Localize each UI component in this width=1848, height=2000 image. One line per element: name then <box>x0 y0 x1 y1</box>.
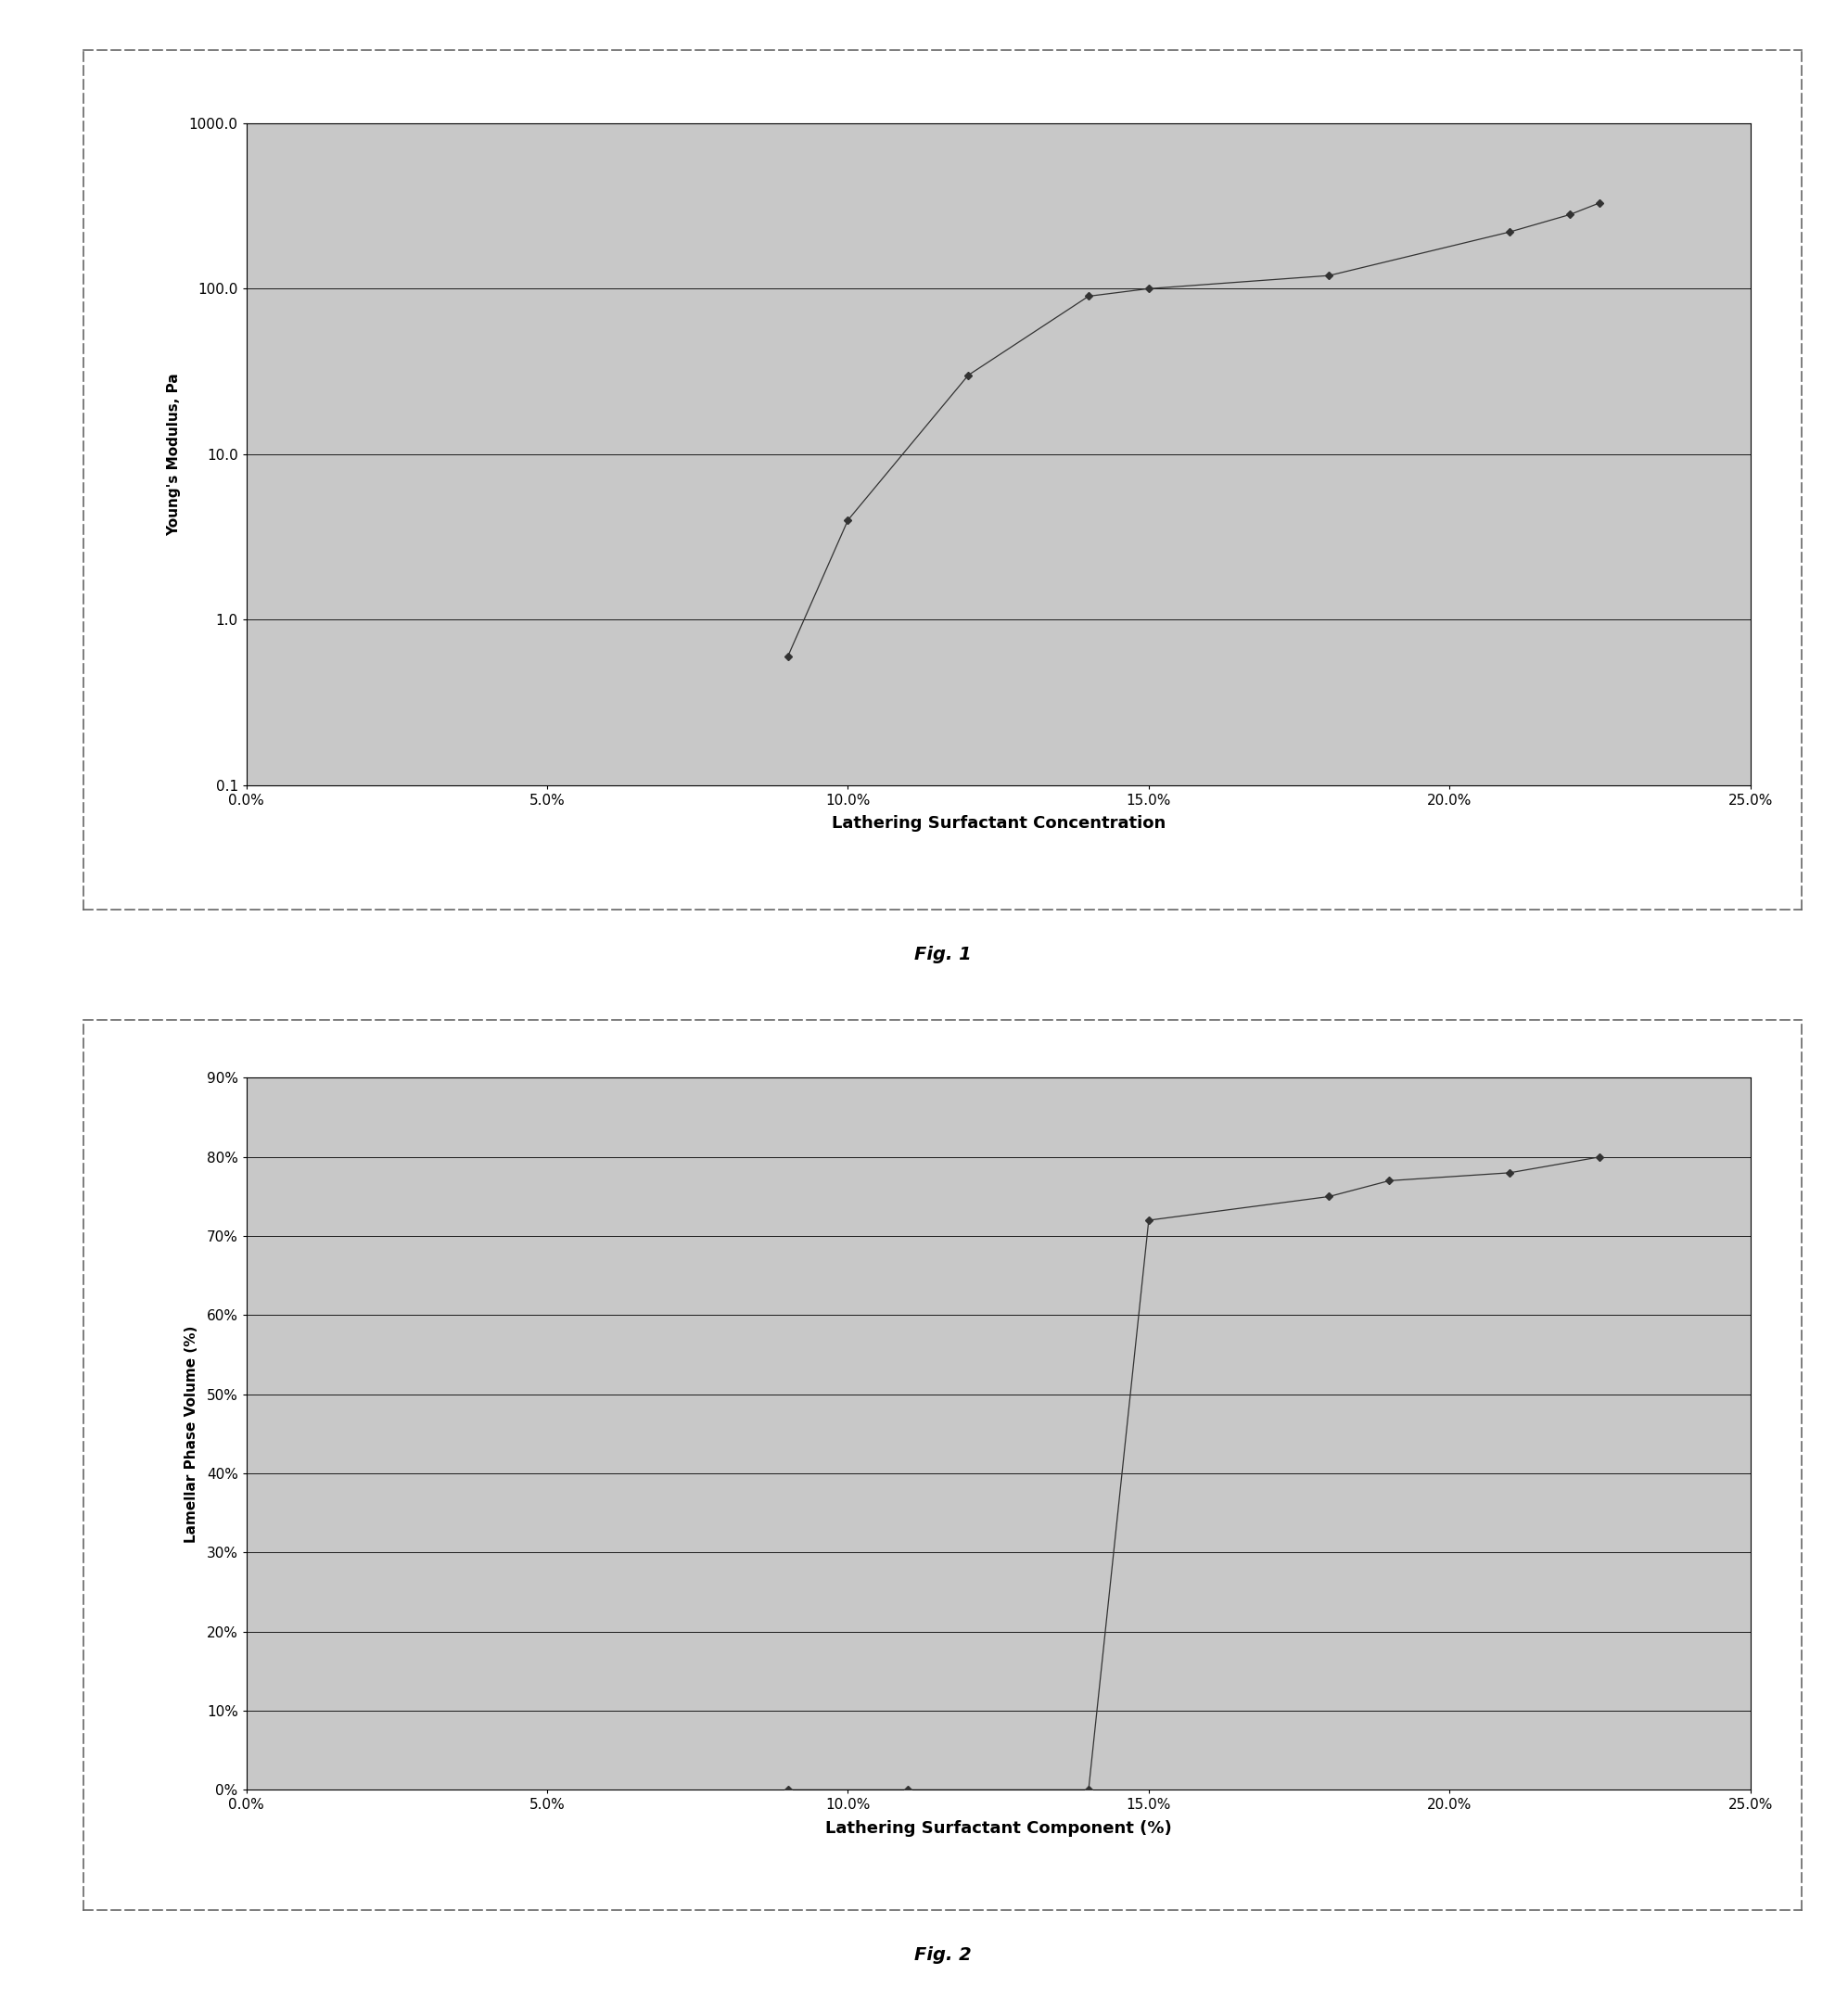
X-axis label: Lathering Surfactant Concentration: Lathering Surfactant Concentration <box>832 816 1166 832</box>
Text: Fig. 2: Fig. 2 <box>915 1946 970 1964</box>
Y-axis label: Lamellar Phase Volume (%): Lamellar Phase Volume (%) <box>185 1326 200 1542</box>
Y-axis label: Young's Modulus, Pa: Young's Modulus, Pa <box>168 372 181 536</box>
Text: Fig. 1: Fig. 1 <box>915 946 970 964</box>
X-axis label: Lathering Surfactant Component (%): Lathering Surfactant Component (%) <box>824 1820 1172 1836</box>
